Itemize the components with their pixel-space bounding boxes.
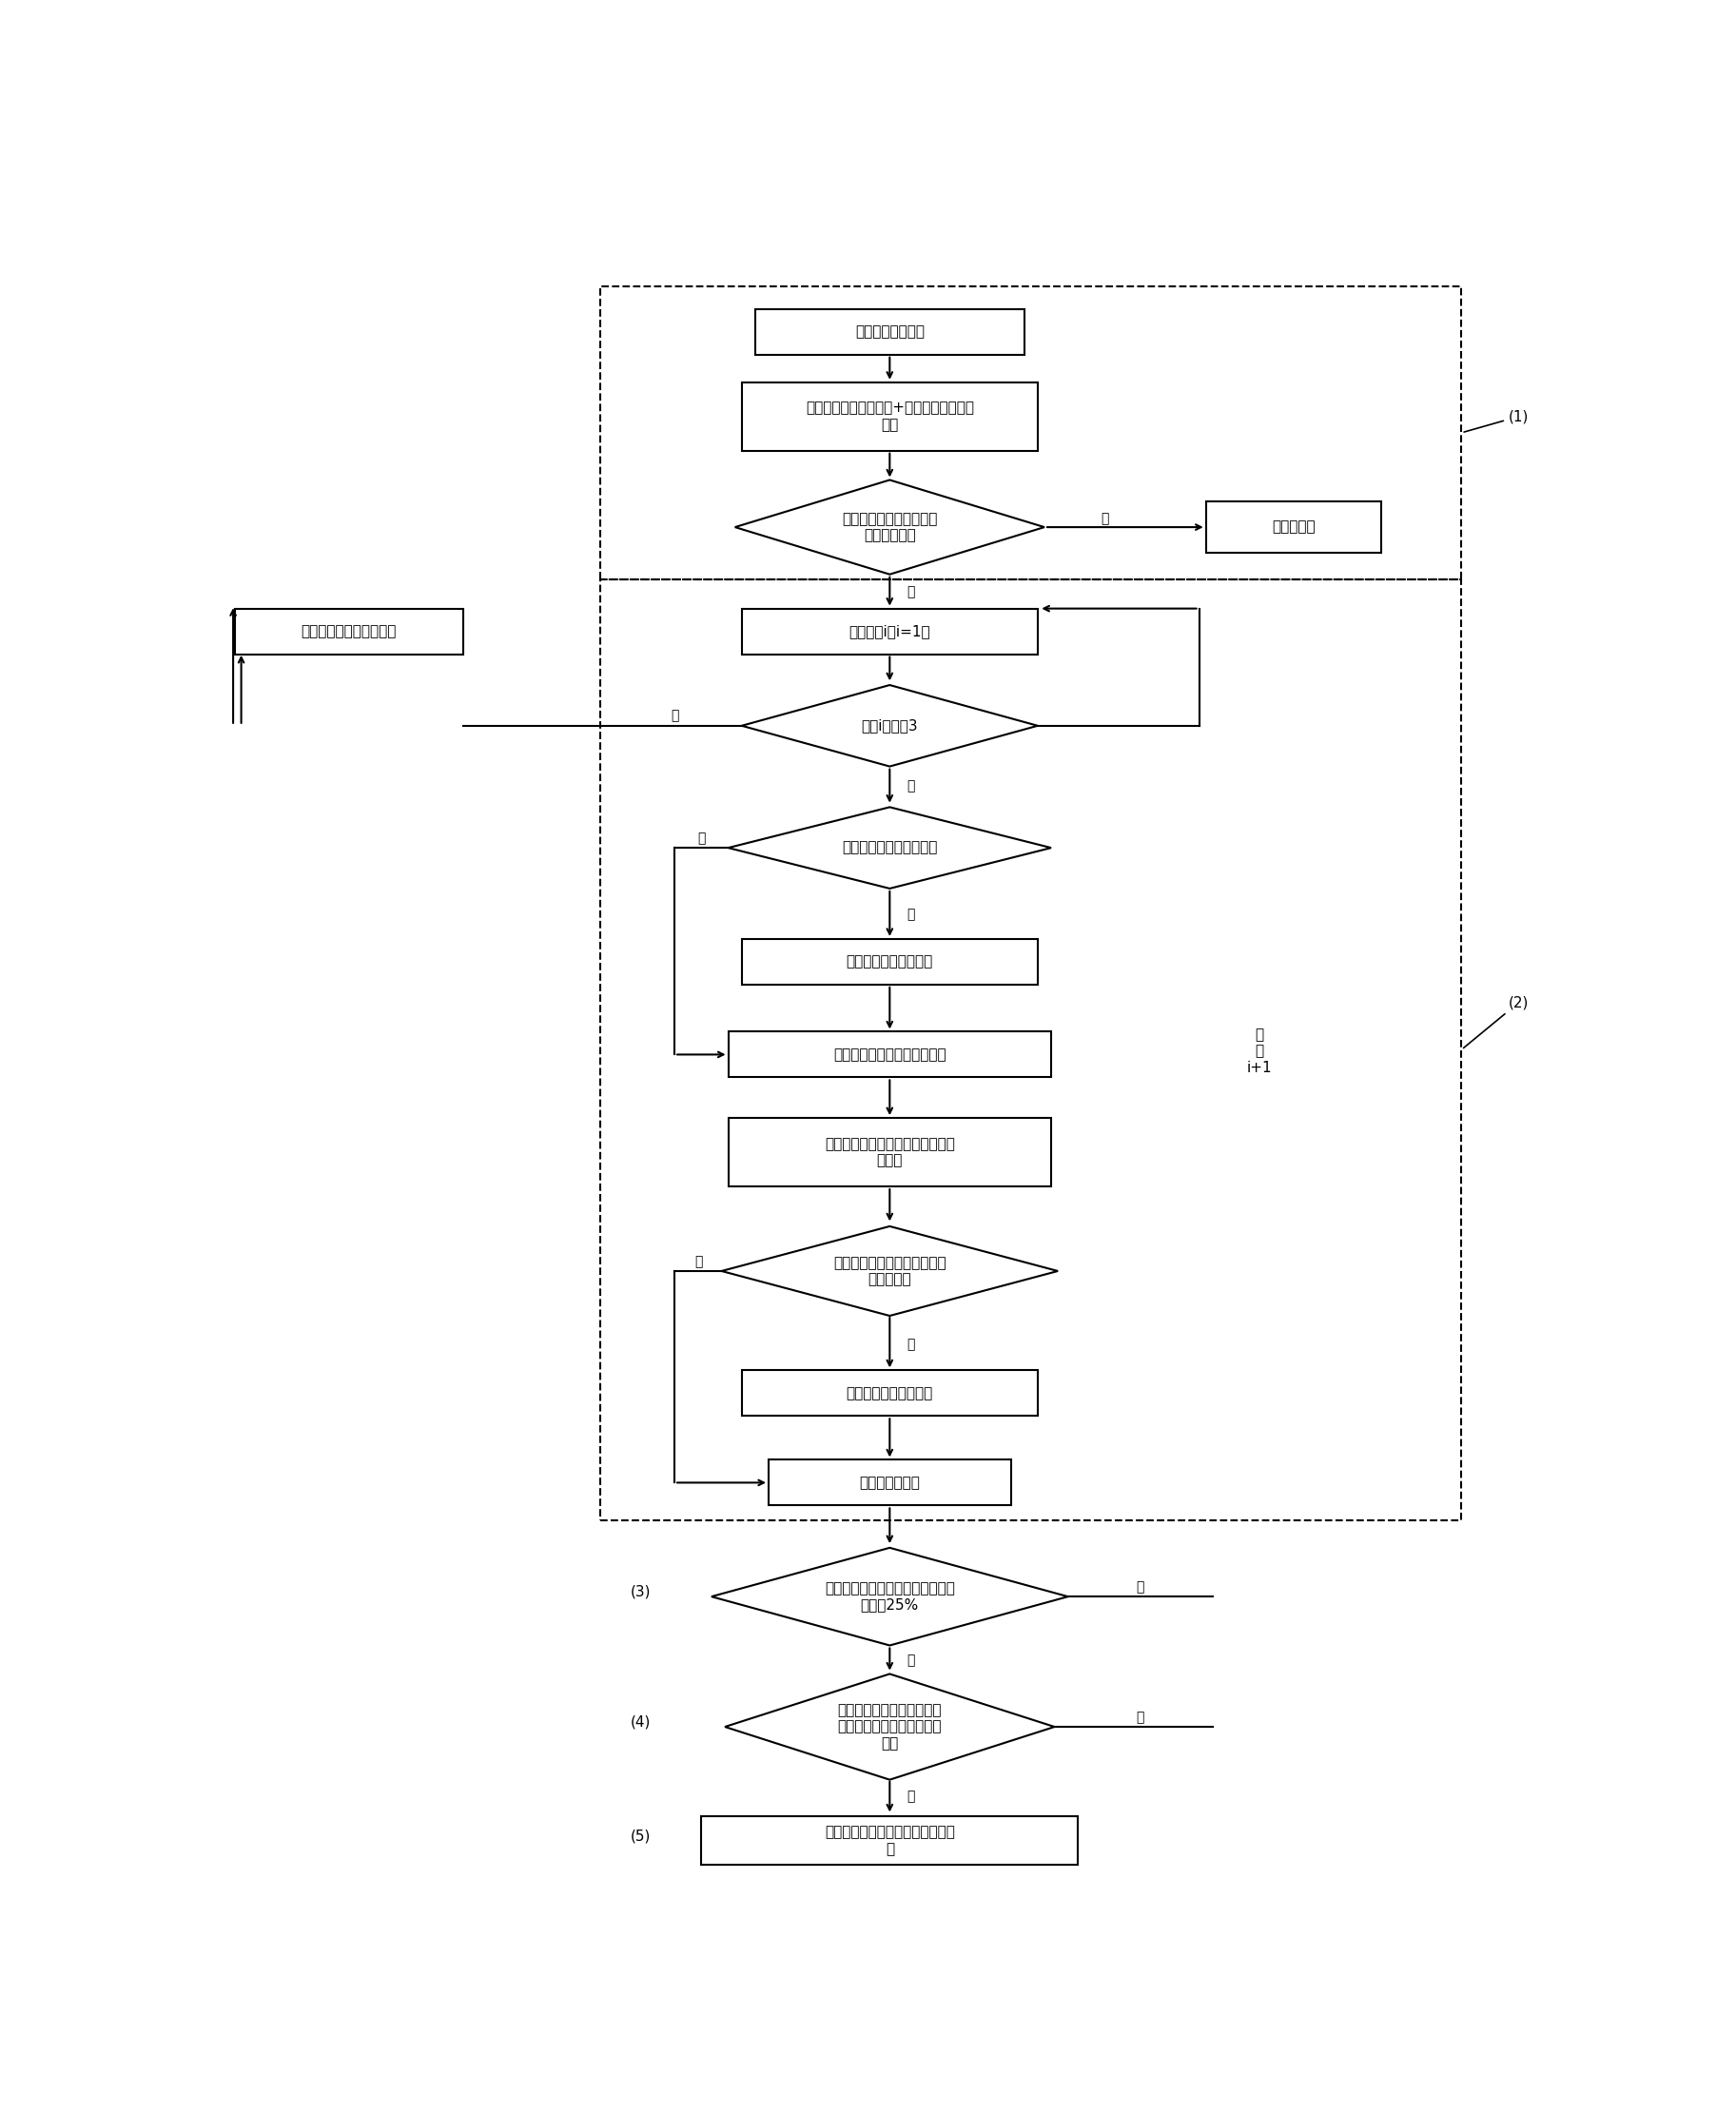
Text: 得到安装载荷值: 得到安装载荷值	[859, 1476, 920, 1490]
Text: 试算再大一个型号的弹簧: 试算再大一个型号的弹簧	[300, 624, 396, 638]
Text: 否: 否	[698, 831, 705, 846]
Text: 是: 是	[908, 1791, 915, 1803]
Bar	[729, 1118, 1050, 1186]
Text: 否: 否	[1101, 512, 1109, 526]
Bar	[601, 285, 1462, 579]
Text: (1): (1)	[1463, 410, 1529, 431]
Text: 是: 是	[908, 1338, 915, 1351]
Text: 是: 是	[908, 586, 915, 598]
Bar	[601, 579, 1462, 1520]
Text: (2): (2)	[1463, 996, 1529, 1049]
Text: (5): (5)	[630, 1829, 651, 1843]
Polygon shape	[734, 480, 1045, 575]
Text: (4): (4)	[630, 1714, 651, 1729]
Bar	[729, 1032, 1050, 1078]
Polygon shape	[722, 1226, 1057, 1315]
Text: (3): (3)	[630, 1586, 651, 1598]
Text: 系
列
i+1: 系 列 i+1	[1246, 1027, 1272, 1076]
Text: 安装载荷对应行程位置不等于
表格中数据: 安装载荷对应行程位置不等于 表格中数据	[833, 1256, 946, 1287]
Text: 将载荷及位移进行插值: 将载荷及位移进行插值	[847, 1387, 934, 1399]
Bar	[741, 609, 1038, 653]
Text: 无弹簧可选: 无弹簧可选	[1271, 520, 1316, 535]
Polygon shape	[741, 685, 1038, 767]
Text: 是: 是	[908, 1653, 915, 1666]
Text: 工作载荷包含在在性能表
某型号范围内: 工作载荷包含在在性能表 某型号范围内	[842, 512, 937, 543]
Text: 确定弹簧安装形式: 确定弹簧安装形式	[854, 326, 924, 338]
Text: 否: 否	[1135, 1579, 1144, 1594]
Polygon shape	[726, 1674, 1054, 1780]
Bar	[769, 1461, 1010, 1505]
Text: 根据正常工况计算载荷+可动载荷确定工作
载荷: 根据正常工况计算载荷+可动载荷确定工作 载荷	[806, 402, 974, 431]
Text: 得到工作载荷对应的弹簧行程: 得到工作载荷对应的弹簧行程	[833, 1046, 946, 1061]
Text: 否: 否	[670, 710, 679, 723]
Text: 表中数据不等于工作载荷: 表中数据不等于工作载荷	[842, 841, 937, 854]
Text: 是: 是	[908, 907, 915, 922]
Text: 工作载荷和安装载荷的载荷变化率
不大于25%: 工作载荷和安装载荷的载荷变化率 不大于25%	[825, 1581, 955, 1613]
Text: 查找对应弹簧的各个信息，完成选
型: 查找对应弹簧的各个信息，完成选 型	[825, 1824, 955, 1856]
Text: 将载荷及位移进行插值: 将载荷及位移进行插值	[847, 956, 934, 968]
Bar	[234, 609, 464, 653]
Text: 是: 是	[908, 780, 915, 793]
Text: 否: 否	[1135, 1710, 1144, 1723]
Polygon shape	[729, 808, 1050, 888]
Bar	[701, 1816, 1078, 1865]
Bar	[741, 939, 1038, 985]
Text: 试算系列i（i=1）: 试算系列i（i=1）	[849, 624, 930, 638]
Text: 否: 否	[694, 1254, 703, 1268]
Bar	[741, 383, 1038, 450]
Bar	[741, 1370, 1038, 1416]
Text: 异常及事故工况下的最大最
小载荷不超出所选系列行程
范围: 异常及事故工况下的最大最 小载荷不超出所选系列行程 范围	[837, 1704, 941, 1750]
Bar	[1207, 501, 1380, 554]
Polygon shape	[712, 1547, 1068, 1645]
Text: 根据位移正负计算安装载荷对应行
程位置: 根据位移正负计算安装载荷对应行 程位置	[825, 1137, 955, 1167]
Bar	[755, 309, 1024, 355]
Text: 系列i不大于3: 系列i不大于3	[861, 719, 918, 734]
